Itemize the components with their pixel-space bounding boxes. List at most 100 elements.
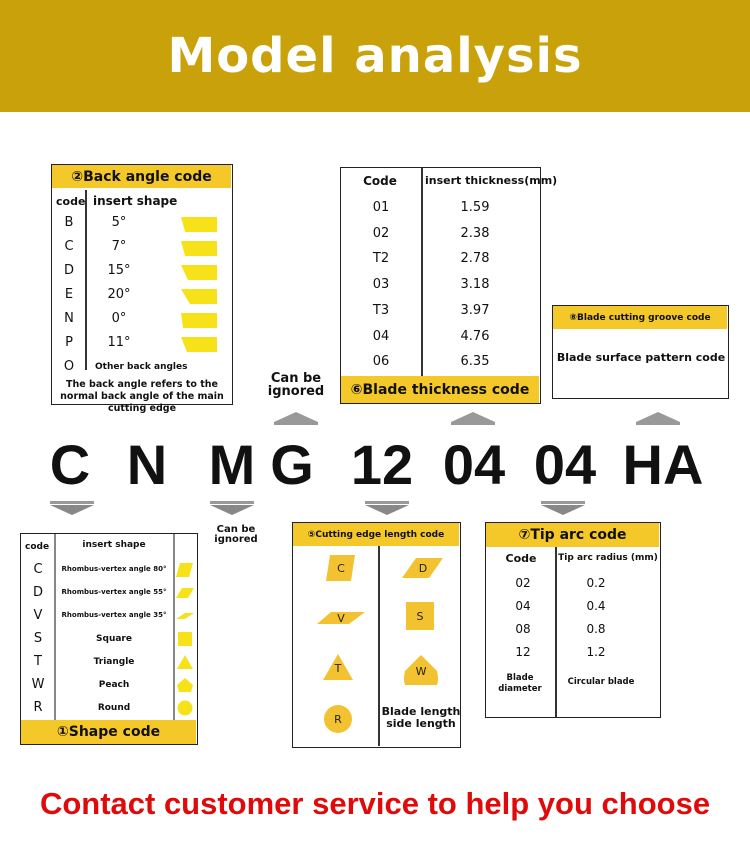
back-angle-code: C	[64, 239, 74, 254]
back-angle-value: 11°	[107, 335, 131, 350]
col-code: code	[56, 195, 86, 208]
thickness-value: 3.97	[460, 302, 490, 318]
back-angle-value: 20°	[107, 287, 131, 302]
cutting-shape-d-icon: D	[402, 558, 443, 578]
shape-name: Rhombus-vertex angle 80°	[61, 565, 167, 573]
tip-code: 04	[515, 599, 531, 613]
cutting-shape-label: V	[337, 612, 345, 625]
thickness-code: 03	[372, 277, 390, 293]
col-code: code	[25, 542, 50, 552]
back-angle-shape-icon	[181, 337, 217, 352]
back-angle-note: The back angle refers to the normal back…	[60, 379, 224, 414]
page-title: Model analysis	[167, 28, 583, 84]
tip-arc-table: ⑦Tip arc code Code Tip arc radius (mm) B…	[485, 522, 661, 718]
tip-title: ⑦Tip arc code	[486, 523, 659, 547]
cutting-shapes: C D V S T W R	[317, 555, 443, 733]
shape-code: S	[33, 631, 43, 646]
thickness-value: 2.78	[460, 251, 490, 267]
thickness-value: 3.18	[460, 277, 490, 293]
model-code-5: 04	[442, 433, 506, 496]
tip-value: 0.2	[586, 576, 606, 590]
shape-code: V	[33, 608, 43, 623]
tip-value: 1.2	[586, 645, 606, 659]
col-value: Tip arc radius (mm)	[558, 553, 658, 563]
back-angle-table: ②Back angle code code insert shape The b…	[51, 164, 233, 414]
groove-title: ⑧Blade cutting groove code	[553, 306, 727, 329]
groove-text: Blade surface pattern code	[556, 351, 726, 364]
tip-value: 0.8	[586, 622, 606, 636]
can-be-ignored-label-small: Can be ignored	[214, 524, 258, 545]
model-code-0: C	[49, 433, 91, 496]
tip-code: 08	[515, 622, 531, 636]
shape-rhombus-80-icon	[176, 563, 193, 577]
back-angle-value: 0°	[111, 311, 127, 326]
down-arrow-icon	[50, 505, 94, 515]
up-arrow-icon	[636, 412, 680, 422]
thickness-value: 6.35	[460, 354, 490, 370]
back-angle-value: 7°	[111, 239, 127, 254]
tip-code: 12	[515, 645, 531, 659]
tip-last-value: Circular blade	[567, 677, 635, 687]
thickness-value: 2.38	[460, 225, 490, 241]
back-angle-code: O	[63, 359, 75, 374]
cutting-shape-label: T	[334, 662, 342, 675]
shape-code: W	[31, 677, 45, 692]
back-angle-code: D	[63, 263, 75, 278]
back-angle-shape-icon	[181, 313, 217, 328]
col-value: insert thickness(mm)	[425, 174, 558, 187]
col-shape: insert shape	[93, 194, 178, 208]
thickness-value: 1.59	[460, 200, 490, 215]
shape-rhombus-55-icon	[176, 588, 194, 598]
shape-code: D	[32, 585, 44, 600]
shape-name: Square	[96, 634, 132, 644]
thickness-code: T3	[372, 302, 390, 318]
tip-value: 0.4	[586, 599, 606, 613]
cutting-shape-t-icon: T	[323, 654, 353, 680]
back-angle-shape-icon	[181, 241, 217, 256]
cutting-shape-label: S	[417, 610, 424, 623]
model-code-6: 04	[533, 433, 597, 496]
cutting-shape-r-icon: R	[324, 705, 352, 733]
thickness-value: 4.76	[460, 328, 490, 344]
cutting-shape-c-icon: C	[326, 555, 355, 581]
thickness-code: 01	[372, 200, 390, 215]
shape-circle-icon	[177, 700, 193, 716]
tip-last-code: Blade diameter	[498, 673, 542, 694]
cutting-shape-w-icon: W	[404, 655, 438, 685]
arrow-bar	[636, 422, 680, 425]
thickness-table: Code insert thickness(mm) ⑥Blade thickne…	[340, 167, 557, 404]
shape-name: Rhombus-vertex angle 55°	[61, 588, 167, 596]
shape-code: T	[34, 654, 42, 669]
shape-name: Triangle	[93, 657, 135, 667]
down-arrow-icon	[210, 505, 254, 515]
arrow-bar	[365, 501, 409, 504]
shape-name: Rhombus-vertex angle 35°	[61, 611, 167, 619]
shape-triangle-icon	[177, 655, 193, 669]
thickness-code: 06	[372, 354, 390, 370]
shape-table: code insert shape ①Shape code C Rhombus-v…	[20, 533, 198, 745]
cutting-edge-table: ⑤Cutting edge length code C D V S T W R Blade …	[292, 522, 461, 748]
cutting-shape-v-icon: V	[317, 612, 365, 625]
arrow-bar	[541, 501, 585, 504]
arrow-bar	[210, 501, 254, 504]
model-code-3: G	[270, 433, 314, 496]
col-shape: insert shape	[82, 540, 146, 550]
shape-trigon-icon	[177, 678, 193, 692]
tip-code: 02	[515, 576, 531, 590]
back-angle-code: P	[65, 335, 73, 350]
arrow-bar	[274, 422, 318, 425]
col-code: Code	[363, 174, 397, 188]
cutting-shape-label: C	[337, 562, 345, 575]
shape-name: Peach	[98, 680, 130, 690]
arrow-bar	[451, 422, 495, 425]
groove-table: ⑧Blade cutting groove code Blade surface…	[552, 305, 729, 399]
back-angle-value: 5°	[111, 215, 127, 230]
shape-code: R	[33, 700, 43, 715]
back-angle-code: N	[64, 311, 74, 326]
cutting-shape-label: W	[416, 665, 427, 678]
model-code-4: 12	[350, 433, 414, 496]
shape-rhombus-35-icon	[176, 613, 194, 619]
back-angle-shape-icon	[181, 289, 217, 304]
cutting-note: Blade length side length	[381, 705, 461, 730]
model-code-2: M	[208, 433, 256, 496]
